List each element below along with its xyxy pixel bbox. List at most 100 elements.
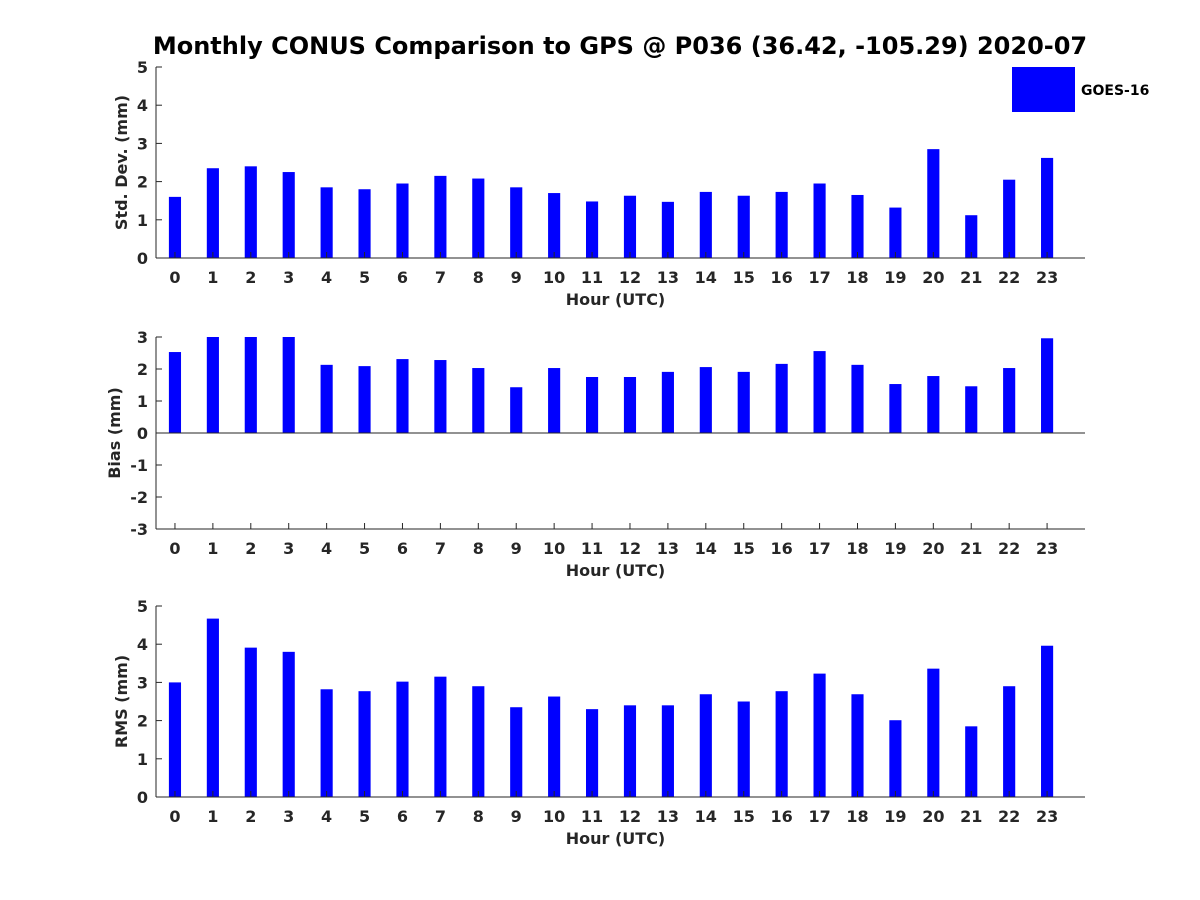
rms-y-tick-label: 2 (137, 712, 148, 731)
bias-x-tick-label: 19 (884, 539, 906, 558)
std-dev-bar-8 (472, 178, 485, 258)
rms-x-tick-label: 13 (657, 807, 679, 826)
bias-bar-4 (320, 364, 333, 433)
std-dev-x-tick-label: 0 (169, 268, 180, 287)
rms-x-tick-label: 5 (359, 807, 370, 826)
bias-x-tick-label: 5 (359, 539, 370, 558)
rms-x-tick-label: 11 (581, 807, 603, 826)
bias-y-tick-label: 3 (137, 328, 148, 347)
bias-x-tick-label: 16 (771, 539, 793, 558)
std-dev-x-tick-label: 2 (245, 268, 256, 287)
bias-bar-18 (851, 364, 864, 433)
std-dev-x-tick-label: 6 (397, 268, 408, 287)
rms-y-tick-label: 0 (137, 788, 148, 807)
bias-x-axis-label: Hour (UTC) (566, 561, 666, 580)
bias-x-tick-label: 15 (733, 539, 755, 558)
bias-x-tick-label: 13 (657, 539, 679, 558)
rms-y-axis-label: RMS (mm) (112, 655, 131, 748)
rms-x-tick-label: 9 (511, 807, 522, 826)
bias-bar-12 (623, 377, 637, 433)
bias-bar-10 (548, 368, 561, 433)
bias-x-tick-label: 21 (960, 539, 982, 558)
bias-x-tick-label: 20 (922, 539, 944, 558)
rms-y-tick-label: 5 (137, 597, 148, 616)
legend-swatch (1012, 67, 1075, 112)
std-dev-x-tick-label: 7 (435, 268, 446, 287)
std-dev-bar-6 (396, 183, 409, 258)
std-dev-x-tick-label: 17 (808, 268, 830, 287)
std-dev-x-tick-label: 23 (1036, 268, 1058, 287)
rms-bar-7 (434, 676, 447, 797)
std-dev-x-tick-label: 21 (960, 268, 982, 287)
bias-x-tick-label: 7 (435, 539, 446, 558)
rms-bar-17 (813, 673, 826, 797)
std-dev-bar-2 (244, 166, 257, 258)
rms-x-tick-label: 14 (695, 807, 717, 826)
std-dev-x-tick-label: 9 (511, 268, 522, 287)
bias-bar-17 (813, 351, 826, 433)
legend-label-goes16: GOES-16 (1081, 83, 1149, 99)
std-dev-y-tick-label: 5 (137, 58, 148, 77)
rms-x-tick-label: 15 (733, 807, 755, 826)
rms-x-tick-label: 4 (321, 807, 332, 826)
rms-x-tick-label: 19 (884, 807, 906, 826)
rms-x-tick-label: 12 (619, 807, 641, 826)
bias-y-tick-label: 1 (137, 392, 148, 411)
rms-x-tick-label: 8 (473, 807, 484, 826)
bias-x-tick-label: 6 (397, 539, 408, 558)
std-dev-bar-22 (1003, 179, 1016, 258)
std-dev-x-tick-label: 4 (321, 268, 332, 287)
std-dev-x-tick-label: 11 (581, 268, 603, 287)
std-dev-x-tick-label: 14 (695, 268, 717, 287)
rms-x-tick-label: 6 (397, 807, 408, 826)
rms-bar-3 (282, 651, 295, 797)
bias-bar-6 (396, 359, 409, 433)
rms-bar-20 (927, 668, 940, 797)
bias-x-tick-label: 0 (169, 539, 180, 558)
bias-bar-22 (1003, 368, 1016, 433)
rms-bar-9 (510, 707, 523, 797)
bias-bar-15 (737, 371, 750, 433)
bias-bar-5 (358, 366, 371, 433)
std-dev-x-tick-label: 5 (359, 268, 370, 287)
bias-y-tick-label: 0 (137, 424, 148, 443)
bias-x-tick-label: 22 (998, 539, 1020, 558)
std-dev-y-tick-label: 1 (137, 211, 148, 230)
rms-bar-14 (699, 694, 712, 797)
bias-x-tick-label: 17 (808, 539, 830, 558)
bias-bar-13 (661, 371, 674, 433)
std-dev-bar-18 (851, 194, 864, 258)
bias-y-tick-label: -3 (130, 520, 148, 539)
bias-bar-1 (206, 337, 219, 433)
std-dev-x-tick-label: 3 (283, 268, 294, 287)
bias-bar-3 (282, 337, 295, 433)
rms-bar-23 (1041, 645, 1054, 797)
std-dev-bar-12 (623, 195, 637, 258)
std-dev-bar-13 (661, 201, 674, 258)
legend: GOES-16 (1012, 67, 1149, 112)
bias-x-tick-label: 14 (695, 539, 717, 558)
bias-bar-9 (510, 387, 523, 433)
rms-x-tick-label: 23 (1036, 807, 1058, 826)
std-dev-bar-16 (775, 191, 788, 258)
rms-bar-10 (548, 696, 561, 797)
std-dev-y-tick-label: 3 (137, 134, 148, 153)
bias-bar-8 (472, 368, 485, 433)
std-dev-x-tick-label: 13 (657, 268, 679, 287)
rms-bar-8 (472, 686, 485, 797)
std-dev-x-tick-label: 16 (771, 268, 793, 287)
bias-x-tick-label: 23 (1036, 539, 1058, 558)
bias-bar-16 (775, 363, 788, 433)
std-dev-bar-11 (585, 201, 599, 258)
std-dev-bar-7 (434, 175, 447, 258)
rms-x-tick-label: 10 (543, 807, 565, 826)
rms-x-tick-label: 7 (435, 807, 446, 826)
rms-bar-13 (661, 705, 674, 797)
bias-bar-14 (699, 367, 712, 433)
std-dev-y-tick-label: 2 (137, 173, 148, 192)
rms-bar-5 (358, 691, 371, 797)
rms-y-tick-label: 3 (137, 673, 148, 692)
